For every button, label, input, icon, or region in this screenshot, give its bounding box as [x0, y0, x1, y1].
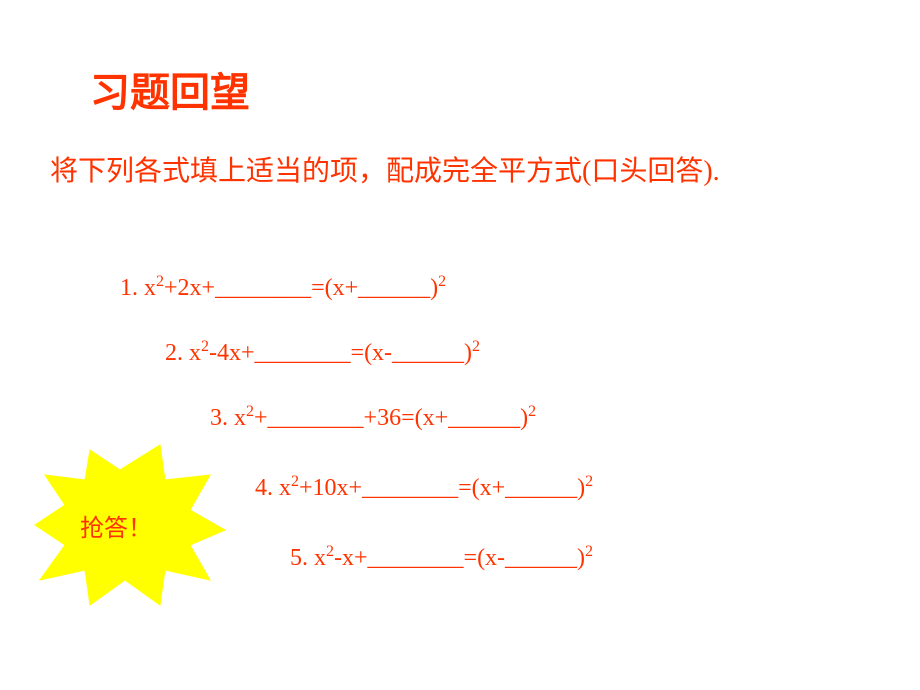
p4-sup1: 2: [291, 473, 299, 490]
p5-mid: -x+________=(x-______): [334, 545, 585, 571]
p5-prefix: 5. x: [290, 545, 326, 571]
problem-4: 4. x2+10x+________=(x+______)2: [255, 475, 593, 502]
p3-prefix: 3. x: [210, 405, 246, 431]
problem-2: 2. x2-4x+________=(x-______)2: [165, 340, 480, 367]
p2-sup1: 2: [201, 338, 209, 355]
p4-sup2: 2: [585, 473, 593, 490]
slide-title: 习题回望: [90, 60, 250, 118]
starburst-label: 抢答！: [80, 508, 152, 543]
p1-sup1: 2: [156, 273, 164, 290]
p3-sup1: 2: [246, 403, 254, 420]
p2-sup2: 2: [472, 338, 480, 355]
p4-prefix: 4. x: [255, 475, 291, 501]
p5-sup1: 2: [326, 543, 334, 560]
p2-prefix: 2. x: [165, 340, 201, 366]
problem-1: 1. x2+2x+________=(x+______)2: [120, 275, 446, 302]
p5-sup2: 2: [585, 543, 593, 560]
p1-prefix: 1. x: [120, 275, 156, 301]
p2-mid: -4x+________=(x-______): [209, 340, 472, 366]
problem-5: 5. x2-x+________=(x-______)2: [290, 545, 593, 572]
intro-text: 将下列各式填上适当的项，配成完全平方式(口头回答).: [50, 150, 870, 195]
p1-sup2: 2: [438, 273, 446, 290]
p3-sup2: 2: [528, 403, 536, 420]
p4-mid: +10x+________=(x+______): [299, 475, 585, 501]
p1-mid: +2x+________=(x+______): [164, 275, 438, 301]
p3-mid: +________+36=(x+______): [254, 405, 528, 431]
problem-3: 3. x2+________+36=(x+______)2: [210, 405, 536, 432]
